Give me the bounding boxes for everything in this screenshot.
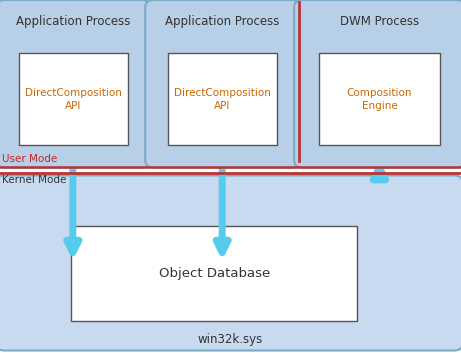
FancyBboxPatch shape <box>71 226 357 321</box>
FancyBboxPatch shape <box>168 53 277 145</box>
Text: Application Process: Application Process <box>16 15 131 28</box>
FancyBboxPatch shape <box>294 0 461 168</box>
Text: DirectComposition
API: DirectComposition API <box>174 88 271 111</box>
Text: Kernel Mode: Kernel Mode <box>2 175 67 185</box>
Text: User Mode: User Mode <box>2 154 58 164</box>
Text: DWM Process: DWM Process <box>340 15 419 28</box>
FancyBboxPatch shape <box>0 0 151 168</box>
Text: win32k.sys: win32k.sys <box>198 333 263 346</box>
FancyBboxPatch shape <box>319 53 440 145</box>
FancyBboxPatch shape <box>145 0 300 168</box>
Text: Composition
Engine: Composition Engine <box>347 88 412 111</box>
FancyBboxPatch shape <box>19 53 128 145</box>
Text: DirectComposition
API: DirectComposition API <box>25 88 122 111</box>
FancyBboxPatch shape <box>0 175 461 351</box>
Text: Application Process: Application Process <box>165 15 280 28</box>
Text: Object Database: Object Database <box>159 267 270 280</box>
